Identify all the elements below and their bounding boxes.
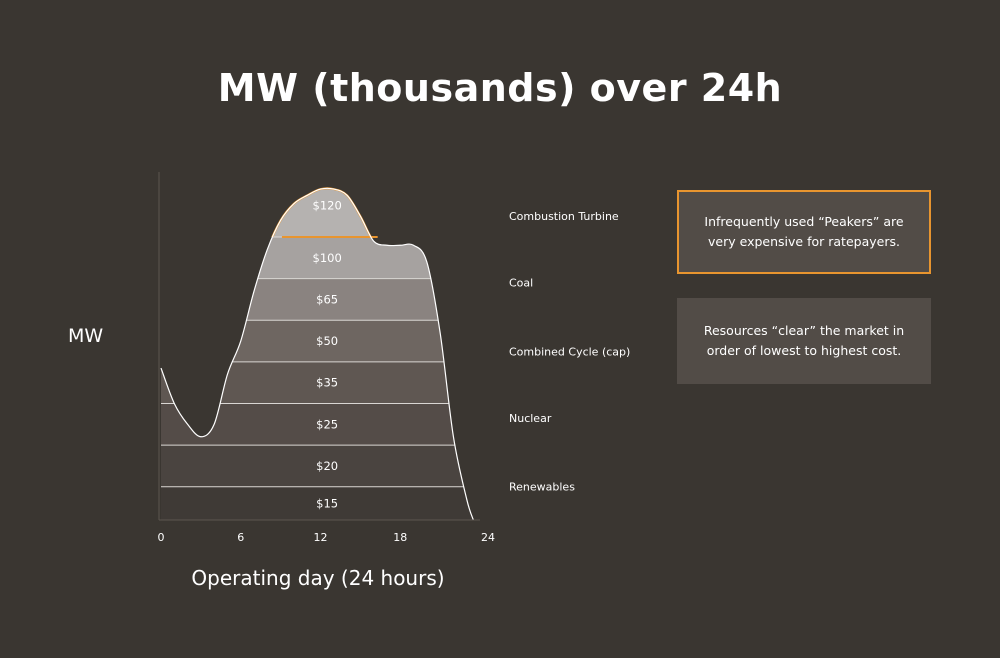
resource-label: Combined Cycle (cap)	[509, 345, 630, 358]
price-label: $20	[316, 459, 338, 473]
x-tick-label: 18	[393, 531, 407, 544]
price-label: $25	[316, 417, 338, 431]
x-tick-label: 0	[158, 531, 165, 544]
resource-label: Coal	[509, 277, 533, 290]
x-tick-labels: 0 6 12 18 24	[158, 531, 496, 544]
x-tick-label: 6	[237, 531, 244, 544]
price-label: $15	[316, 496, 338, 510]
price-label: $100	[313, 251, 342, 265]
price-label: $35	[316, 376, 338, 390]
price-labels: $15 $20 $25 $35 $50 $65 $100 $120	[313, 199, 342, 511]
load-curve	[160, 187, 474, 521]
x-axis-label: Operating day (24 hours)	[191, 566, 445, 590]
chart-title: MW (thousands) over 24h	[217, 66, 783, 110]
price-label: $50	[316, 334, 338, 348]
resource-labels: Combustion Turbine Coal Combined Cycle (ca…	[509, 210, 630, 494]
resource-label: Nuclear	[509, 412, 552, 425]
resource-label: Renewables	[509, 481, 575, 494]
market-clear-note-text: Resources “clear” the market in order of…	[703, 323, 905, 358]
price-label: $120	[313, 199, 342, 213]
tier-band-20	[161, 445, 474, 487]
peakers-note-text: Infrequently used “Peakers” are very exp…	[704, 214, 904, 249]
y-axis-label: MW	[68, 325, 104, 347]
x-tick-label: 12	[314, 531, 328, 544]
price-label: $65	[316, 292, 338, 306]
tier-band-15	[161, 486, 474, 520]
x-tick-label: 24	[481, 531, 495, 544]
resource-label: Combustion Turbine	[509, 210, 619, 223]
market-clear-note: Resources “clear” the market in order of…	[677, 298, 931, 384]
peakers-note: Infrequently used “Peakers” are very exp…	[677, 190, 931, 274]
